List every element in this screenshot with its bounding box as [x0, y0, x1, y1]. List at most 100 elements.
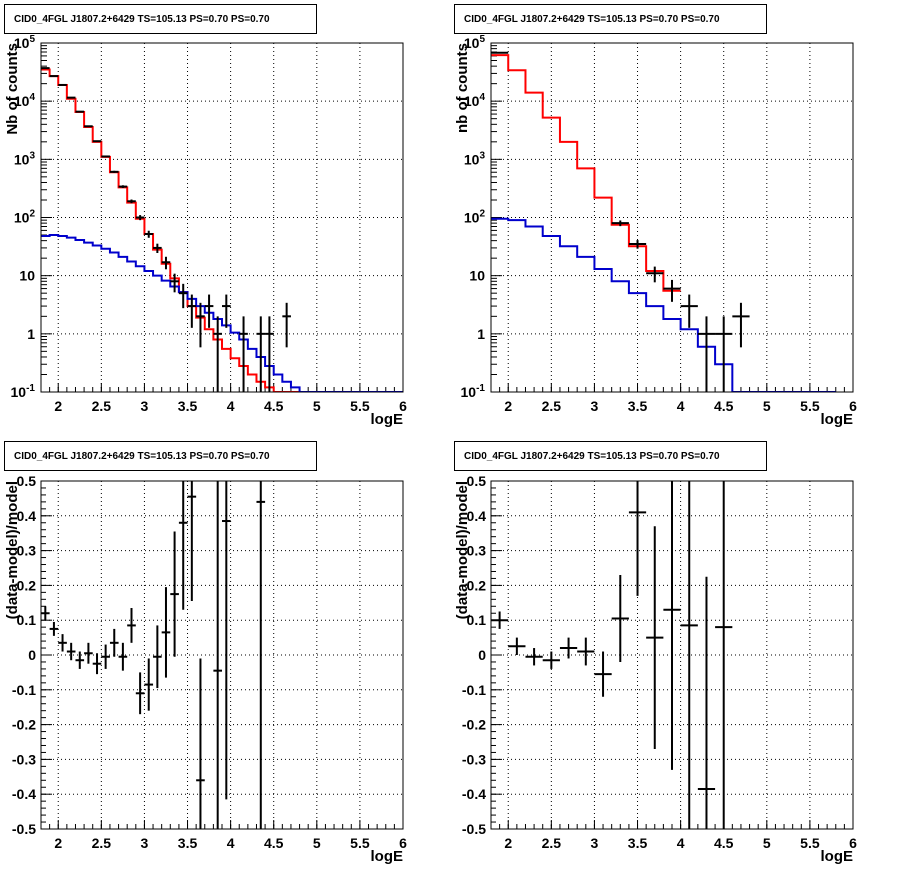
x-tick-label: 6 [849, 398, 857, 414]
x-tick-label: 2 [504, 398, 512, 414]
plot-frame [40, 480, 404, 830]
y-tick-label: 105 [14, 34, 36, 51]
x-tick-label: 4.5 [714, 835, 734, 851]
x-tick-label: 2 [54, 835, 62, 851]
model-component-line [491, 217, 836, 392]
y-tick-label: 1 [27, 326, 35, 342]
x-tick-label: 2 [504, 835, 512, 851]
x-tick-label: 4.5 [714, 398, 734, 414]
y-tick-label: -0.3 [12, 751, 36, 767]
y-tick-label: 10-1 [461, 383, 486, 400]
series-group [41, 481, 266, 829]
x-tick-label: 4 [677, 398, 685, 414]
y-tick-label: 103 [14, 150, 36, 167]
x-tick-label: 5.5 [800, 398, 820, 414]
x-tick-label: 6 [399, 835, 407, 851]
y-tick-label: 0.4 [467, 508, 487, 524]
y-axis-label: (data-model)/model [4, 481, 21, 619]
y-tick-label: 0.2 [467, 577, 487, 593]
x-tick-label: 3 [591, 398, 599, 414]
series-group [491, 481, 733, 829]
y-tick-label: 0.1 [467, 612, 487, 628]
y-tick-label: -0.2 [462, 717, 486, 733]
x-tick-label: 3 [141, 835, 149, 851]
panel-2: 2 2.5 3 3.5 4 4.5 5 5.5 6 -0.5 -0.4 -0.3 -0.2 -0.1 0 0.… [4, 473, 407, 865]
x-tick-label: 4.5 [264, 398, 284, 414]
y-tick-label: 0.3 [17, 543, 37, 559]
panel-1: 2 2.5 3 3.5 4 4.5 5 5.5 6 10-1 1 10 102 103 104 105 logE… [454, 34, 857, 428]
x-tick-label: 4 [227, 835, 235, 851]
y-tick-label: -0.2 [12, 717, 36, 733]
x-tick-label: 3.5 [628, 835, 648, 851]
y-tick-label: 0 [28, 647, 36, 663]
x-tick-label: 3.5 [178, 835, 198, 851]
y-tick-label: 1 [477, 326, 485, 342]
panel-title-top-left: CID0_4FGL J1807.2+6429 TS=105.13 PS=0.70… [4, 4, 317, 34]
panel-title-bottom-left: CID0_4FGL J1807.2+6429 TS=105.13 PS=0.70… [4, 441, 317, 471]
y-axis-label: Nb of counts [4, 43, 21, 135]
x-axis-label: logE [371, 848, 404, 865]
plot-frame [490, 480, 854, 830]
x-tick-label: 3.5 [178, 398, 198, 414]
y-tick-label: -0.1 [12, 682, 36, 698]
y-tick-label: 102 [14, 209, 36, 226]
y-tick-label: 0.2 [17, 577, 37, 593]
x-axis-label: logE [371, 411, 404, 428]
x-tick-label: 3.5 [628, 398, 648, 414]
panel-0: 2 2.5 3 3.5 4 4.5 5 5.5 6 10-1 1 10 102 103 104 105 logE… [4, 34, 407, 428]
x-tick-label: 4 [677, 835, 685, 851]
y-tick-label: -0.5 [462, 821, 486, 837]
plot-frame [40, 42, 404, 393]
x-tick-label: 5 [313, 835, 321, 851]
x-tick-label: 2.5 [92, 835, 112, 851]
x-tick-label: 4.5 [264, 835, 284, 851]
y-tick-label: 0.5 [467, 473, 487, 489]
y-tick-label: 0.4 [17, 508, 37, 524]
y-tick-label: 104 [14, 92, 36, 109]
y-tick-label: 10-1 [11, 383, 36, 400]
y-axis-label: nb of counts [454, 43, 471, 133]
series-group [41, 67, 403, 392]
panel-title-top-right: CID0_4FGL J1807.2+6429 TS=105.13 PS=0.70… [454, 4, 767, 34]
x-tick-label: 2.5 [92, 398, 112, 414]
x-tick-label: 2.5 [542, 398, 562, 414]
y-tick-label: 10 [469, 268, 485, 284]
y-tick-label: 0.3 [467, 543, 487, 559]
y-tick-label: 10 [19, 268, 35, 284]
model-total-line [41, 68, 317, 392]
x-tick-label: 2 [54, 398, 62, 414]
panel-title-bottom-right: CID0_4FGL J1807.2+6429 TS=105.13 PS=0.70… [454, 441, 767, 471]
x-tick-label: 5.5 [350, 398, 370, 414]
x-tick-label: 5.5 [350, 835, 370, 851]
x-tick-label: 5 [763, 835, 771, 851]
x-tick-label: 5.5 [800, 835, 820, 851]
x-tick-label: 6 [849, 835, 857, 851]
plot-frame [490, 42, 854, 393]
panel-3: 2 2.5 3 3.5 4 4.5 5 5.5 6 -0.5 -0.4 -0.3 -0.2 -0.1 0 0.… [454, 473, 857, 865]
y-tick-label: -0.4 [12, 786, 36, 802]
y-tick-label: -0.4 [462, 786, 486, 802]
x-tick-label: 6 [399, 398, 407, 414]
y-tick-label: 0.1 [17, 612, 37, 628]
x-tick-label: 5 [313, 398, 321, 414]
x-tick-label: 2.5 [542, 835, 562, 851]
y-tick-label: -0.5 [12, 821, 36, 837]
y-tick-label: 102 [464, 209, 486, 226]
x-tick-label: 3 [591, 835, 599, 851]
y-axis-label: (data-model)/model [454, 481, 471, 619]
y-tick-label: -0.3 [462, 751, 486, 767]
x-tick-label: 3 [141, 398, 149, 414]
x-axis-label: logE [821, 848, 854, 865]
model-component-line [41, 234, 403, 392]
y-tick-label: 103 [464, 150, 486, 167]
model-total-line [491, 54, 681, 292]
x-tick-label: 4 [227, 398, 235, 414]
y-tick-label: -0.1 [462, 682, 486, 698]
y-tick-label: 0.5 [17, 473, 37, 489]
x-axis-label: logE [821, 411, 854, 428]
y-tick-label: 105 [464, 34, 486, 51]
series-group [491, 51, 836, 392]
y-tick-label: 104 [464, 92, 486, 109]
x-tick-label: 5 [763, 398, 771, 414]
